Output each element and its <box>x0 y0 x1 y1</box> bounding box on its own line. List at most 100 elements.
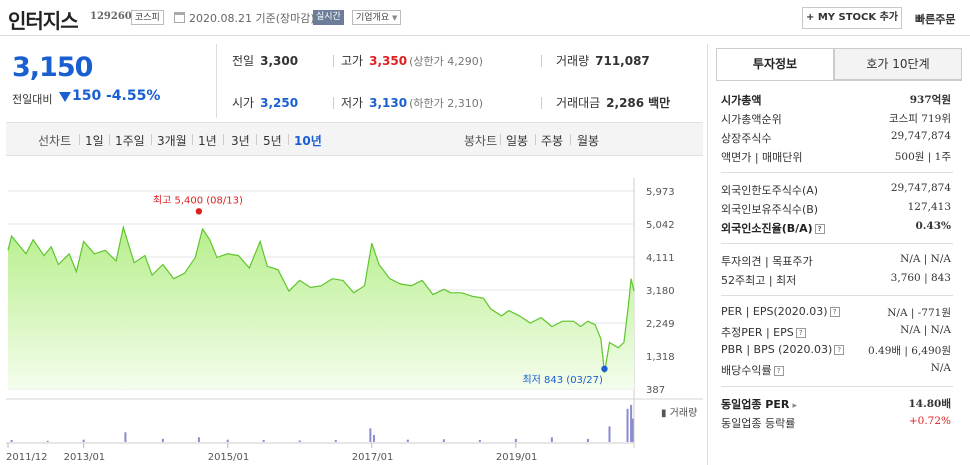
quick-order-link[interactable]: 빠른주문 <box>915 13 956 26</box>
info-row-value: 0.49배 | 6,490원 <box>868 345 951 357</box>
stat-amount: 거래대금 2,286 백만 <box>556 94 670 111</box>
info-row-value: 코스피 719위 <box>888 113 951 125</box>
help-icon[interactable]: ? <box>834 345 845 355</box>
stat-high-value: 3,350 <box>369 54 408 68</box>
company-code: 129260 <box>90 11 132 22</box>
info-row: 동일업종 PER ▸ 14.80배 <box>721 396 951 414</box>
change-value: 150 <box>72 88 102 104</box>
tab-quote-10[interactable]: 호가 10단계 <box>834 48 962 80</box>
stat-prev-value: 3,300 <box>260 54 299 68</box>
info-row-value: 127,413 <box>907 201 951 213</box>
info-row: 액면가 | 매매단위 500원 | 1주 <box>721 149 951 167</box>
volume-bar <box>197 437 200 442</box>
volume-bar <box>442 439 445 442</box>
divider <box>721 172 953 173</box>
info-row-value: 500원 | 1주 <box>894 151 951 163</box>
stat-amount-label: 거래대금 <box>556 96 601 110</box>
info-row: 외국인보유주식수(B) 127,413 <box>721 201 951 219</box>
x-tick-label: 2011/12 <box>6 452 48 463</box>
line-chart-label: 선차트 <box>38 134 72 148</box>
info-row-label-text: 시가총액 <box>721 94 762 107</box>
divider <box>151 134 152 145</box>
help-icon[interactable]: ? <box>814 224 825 234</box>
stat-amount-unit: 백만 <box>648 96 671 110</box>
tab-weekly[interactable]: 주봉 <box>541 134 564 148</box>
tab-invest-info[interactable]: 투자정보 <box>716 48 834 80</box>
realtime-button[interactable]: 실시간 <box>313 10 344 25</box>
info-row-value: N/A | N/A <box>900 253 951 265</box>
divider <box>192 134 193 145</box>
info-row-value: N/A <box>930 362 951 374</box>
info-row-value: 29,747,874 <box>890 130 951 142</box>
divider <box>541 55 542 67</box>
stat-prev: 전일 3,300 <box>232 52 298 69</box>
info-row: 시가총액 937억원 <box>721 92 951 110</box>
help-icon[interactable]: ? <box>829 307 840 317</box>
stat-open-label: 시가 <box>232 96 255 110</box>
tab-daily[interactable]: 일봉 <box>506 134 529 148</box>
volume-bar <box>298 440 301 442</box>
info-row-label: PER | EPS(2020.03)? <box>721 305 840 318</box>
info-row: 동일업종 등락률 +0.72% <box>721 415 951 433</box>
x-tick-label: 2019/01 <box>496 452 538 463</box>
info-row: 투자의견 | 목표주가 N/A | N/A <box>721 253 951 271</box>
stat-high-label: 고가 <box>341 54 364 68</box>
info-row-value: 937억원 <box>909 94 951 106</box>
info-row-value: N/A | N/A <box>900 324 951 336</box>
tab-3y[interactable]: 3년 <box>231 134 250 148</box>
volume-bar <box>262 440 265 442</box>
divider <box>721 386 953 387</box>
info-row-label: 추정PER | EPS? <box>721 324 806 340</box>
divider <box>109 134 110 145</box>
volume-bar <box>82 439 85 442</box>
tab-monthly[interactable]: 월봉 <box>577 134 600 148</box>
calendar-icon <box>174 12 185 23</box>
company-overview-button[interactable]: 기업개요 ▼ <box>352 10 402 25</box>
divider <box>541 97 542 109</box>
info-row: PER | EPS(2020.03)? N/A | -771원 <box>721 305 951 323</box>
y-tick-label: 4,111 <box>646 253 675 264</box>
plus-icon: + <box>805 12 815 23</box>
tab-1w[interactable]: 1주일 <box>115 134 145 148</box>
help-icon[interactable]: ? <box>773 366 784 376</box>
tab-1d[interactable]: 1일 <box>85 134 104 148</box>
tab-10y[interactable]: 10년 <box>294 134 322 148</box>
stat-prev-label: 전일 <box>232 54 255 68</box>
volume-bar <box>626 408 629 442</box>
stat-open: 시가 3,250 <box>232 94 298 111</box>
info-row-value: 0.43% <box>915 220 951 232</box>
info-row-label: 외국인소진율(B/A)? <box>721 220 825 236</box>
info-row-label-text: PER | EPS(2020.03) <box>721 305 828 318</box>
divider <box>721 295 953 296</box>
tab-5y[interactable]: 5년 <box>263 134 282 148</box>
chevron-right-icon[interactable]: ▸ <box>789 401 798 411</box>
chevron-down-icon: ▼ <box>392 14 398 22</box>
volume-bar <box>226 439 229 442</box>
info-row-label-text: 외국인한도주식수(A) <box>721 184 819 197</box>
stat-open-value: 3,250 <box>260 96 299 110</box>
price-chart[interactable]: 5,973 5,042 4,111 3,180 2,249 1,318 387 최고 5,40… <box>6 158 703 465</box>
x-tick-label: 2013/01 <box>64 452 106 463</box>
invest-info-panel: 투자정보 호가 10단계 시가총액 937억원 시가총액순위 코스피 719위 상장주식… <box>707 44 965 465</box>
tab-3m[interactable]: 3개월 <box>157 134 187 148</box>
divider <box>288 134 289 145</box>
info-row-label: 시가총액 <box>721 92 761 108</box>
info-row: 외국인한도주식수(A) 29,747,874 <box>721 182 951 200</box>
volume-bar <box>372 434 375 442</box>
stat-upper-limit: (상한가 4,290) <box>409 55 483 68</box>
info-row: 추정PER | EPS? N/A | N/A <box>721 324 951 342</box>
help-icon[interactable]: ? <box>795 328 806 338</box>
x-tick-label: 2015/01 <box>208 452 250 463</box>
down-arrow-icon <box>59 92 71 102</box>
volume-bar <box>631 418 634 442</box>
info-row-label: 시가총액순위 <box>721 111 782 127</box>
volume-bar <box>369 428 372 442</box>
info-row-label-text: 동일업종 PER <box>721 398 790 411</box>
info-row-value: +0.72% <box>908 415 951 427</box>
add-mystock-button[interactable]: + MY STOCK 추가 <box>802 7 902 29</box>
divider <box>333 97 334 109</box>
stat-high: 고가 3,350 (상한가 4,290) <box>341 52 483 69</box>
info-row-label: 외국인한도주식수(A) <box>721 182 818 198</box>
divider <box>570 134 571 145</box>
tab-1y[interactable]: 1년 <box>198 134 217 148</box>
